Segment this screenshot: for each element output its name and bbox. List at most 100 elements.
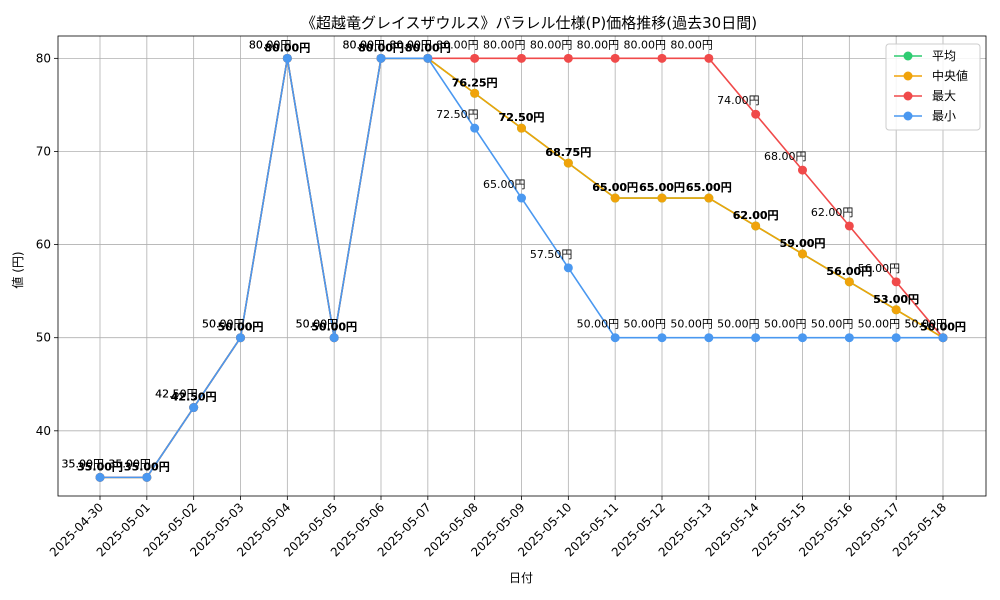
data-point	[798, 165, 807, 175]
data-point	[751, 109, 761, 119]
data-point	[610, 193, 620, 203]
data-label: 68.75円	[545, 146, 591, 159]
data-point	[891, 277, 901, 287]
data-label: 80.00円	[358, 41, 404, 54]
x-axis-label: 日付	[509, 571, 533, 585]
data-label: 80.00円	[264, 41, 310, 54]
data-label: 72.50円	[499, 111, 545, 124]
data-point	[704, 53, 714, 63]
data-label: 68.00円	[764, 150, 807, 163]
y-tick-label: 40	[36, 424, 51, 438]
data-label: 80.00円	[343, 38, 386, 51]
data-label: 80.00円	[577, 38, 620, 51]
data-label: 65.00円	[639, 181, 685, 194]
data-label: 50.00円	[218, 321, 264, 334]
data-label: 50.00円	[670, 318, 713, 331]
data-point	[236, 333, 245, 343]
legend-label: 最大	[932, 89, 956, 103]
data-label: 50.00円	[577, 318, 620, 331]
data-point	[704, 193, 714, 203]
y-tick-label: 50	[36, 331, 51, 345]
legend-label: 平均	[932, 49, 956, 63]
data-point	[563, 158, 573, 168]
data-point	[189, 403, 199, 413]
data-label: 50.00円	[858, 318, 901, 331]
data-label: 50.00円	[202, 318, 245, 331]
data-label: 57.50円	[530, 248, 573, 261]
data-label: 50.00円	[296, 318, 339, 331]
data-label: 80.00円	[249, 38, 292, 51]
data-label: 74.00円	[717, 94, 760, 107]
data-label: 35.00円	[77, 460, 123, 473]
legend-label: 中央値	[932, 68, 968, 83]
chart-title: 《超越竜グレイスザウルス》パラレル仕様(P)価格推移(過去30日間)	[301, 14, 757, 32]
data-point	[517, 53, 526, 63]
data-label: 50.00円	[296, 318, 339, 331]
data-point	[704, 333, 714, 343]
data-label: 65.00円	[592, 181, 638, 194]
data-point	[891, 305, 901, 315]
data-point	[844, 333, 854, 343]
legend-label: 最小	[932, 109, 956, 123]
data-point	[657, 53, 667, 63]
data-point	[470, 88, 480, 98]
data-point	[938, 333, 948, 343]
data-label: 56.00円	[858, 262, 901, 275]
data-point	[751, 333, 761, 343]
data-label: 76.25円	[452, 76, 498, 89]
data-point	[798, 333, 807, 343]
data-label: 80.00円	[483, 38, 526, 51]
data-label: 62.00円	[811, 206, 854, 219]
legend-marker	[903, 71, 913, 81]
data-label: 50.00円	[717, 318, 760, 331]
data-label: 42.50円	[155, 388, 198, 401]
data-point	[891, 333, 901, 343]
data-label: 80.00円	[264, 41, 310, 54]
data-point	[563, 53, 573, 63]
data-label: 80.00円	[405, 41, 451, 54]
data-label: 50.00円	[218, 321, 264, 334]
data-label: 50.00円	[905, 318, 948, 331]
data-label: 72.50円	[499, 111, 545, 124]
y-axis-label: 値 (円)	[10, 251, 25, 288]
data-label: 50.00円	[202, 318, 245, 331]
data-point	[470, 53, 480, 63]
data-point	[423, 53, 433, 63]
data-label: 59.00円	[780, 237, 826, 250]
data-point	[844, 277, 854, 287]
legend-box	[885, 43, 981, 131]
data-label: 50.00円	[311, 321, 357, 334]
data-label: 65.00円	[686, 181, 732, 194]
data-point	[282, 53, 292, 63]
y-tick-label: 70	[36, 144, 51, 158]
data-label: 35.00円	[124, 460, 170, 473]
data-point	[376, 53, 386, 63]
data-label: 80.00円	[405, 41, 451, 54]
data-point	[517, 193, 526, 203]
data-label: 50.00円	[764, 318, 807, 331]
data-label: 53.00円	[873, 293, 919, 306]
data-label: 62.00円	[733, 209, 779, 222]
y-tick-label: 80	[36, 51, 51, 65]
data-point	[751, 221, 761, 231]
data-label: 65.00円	[686, 181, 732, 194]
data-label: 65.00円	[592, 181, 638, 194]
data-label: 80.00円	[670, 38, 713, 51]
data-point	[610, 53, 620, 63]
data-label: 50.00円	[920, 321, 966, 334]
data-label: 35.00円	[124, 460, 170, 473]
data-label: 80.00円	[436, 38, 479, 51]
data-label: 80.00円	[530, 38, 573, 51]
data-point	[142, 472, 152, 482]
data-point	[610, 333, 620, 343]
data-point	[657, 333, 667, 343]
legend-marker	[903, 91, 913, 101]
data-label: 42.50円	[171, 391, 217, 404]
data-point	[95, 472, 105, 482]
grid	[58, 36, 986, 496]
data-label: 42.50円	[171, 391, 217, 404]
data-label: 62.00円	[733, 209, 779, 222]
